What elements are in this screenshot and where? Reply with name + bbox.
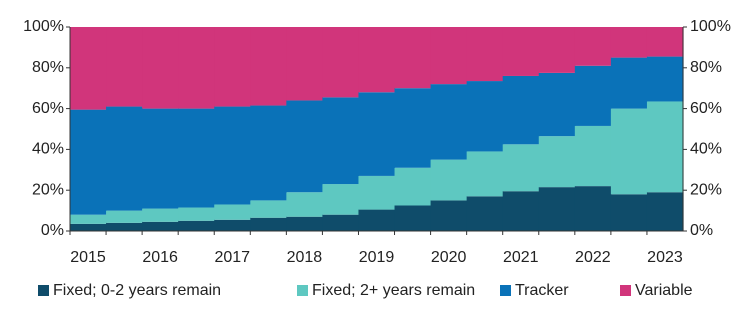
- area-step: [502, 27, 540, 76]
- legend-swatch: [38, 285, 49, 296]
- y2-tick-label: 20%: [690, 181, 722, 198]
- area-step: [286, 216, 324, 231]
- area-step: [574, 27, 612, 66]
- y2-tick-label: 60%: [690, 100, 722, 117]
- area-step: [502, 75, 540, 145]
- legend-label: Tracker: [515, 282, 569, 299]
- area-step: [286, 27, 324, 101]
- area-step: [466, 81, 504, 152]
- legend-swatch: [500, 285, 511, 296]
- area-step: [322, 184, 360, 215]
- area-step: [142, 221, 179, 231]
- x-tick-label: 2019: [359, 249, 395, 266]
- area-step: [178, 108, 215, 208]
- x-tick-label: 2018: [287, 249, 323, 266]
- area-step: [214, 27, 251, 107]
- area-step: [142, 208, 179, 222]
- area-step: [250, 27, 287, 106]
- x-tick-label: 2022: [575, 249, 611, 266]
- area-step: [178, 207, 215, 221]
- x-tick-label: 2021: [503, 249, 539, 266]
- y2-tick-label: 0%: [690, 222, 713, 239]
- y-tick-label: 100%: [23, 18, 64, 35]
- x-tick-label: 2023: [647, 249, 683, 266]
- area-step: [250, 105, 287, 201]
- y-tick-label: 60%: [32, 100, 64, 117]
- area-step: [430, 200, 468, 231]
- area-step: [538, 187, 576, 231]
- area-step: [250, 217, 287, 231]
- area-step: [538, 72, 576, 137]
- area-step: [286, 192, 324, 217]
- area-step: [394, 27, 432, 89]
- area-step: [646, 27, 684, 57]
- area-step: [646, 56, 684, 102]
- x-tick-label: 2015: [70, 249, 106, 266]
- area-step: [106, 27, 143, 107]
- y-tick-label: 20%: [32, 181, 64, 198]
- area-step: [466, 151, 504, 197]
- area-step: [394, 167, 432, 206]
- area-step: [106, 210, 143, 223]
- area-step: [106, 106, 143, 211]
- area-step: [610, 108, 648, 195]
- area-step: [286, 100, 324, 193]
- area-step: [142, 108, 179, 209]
- area-step: [250, 200, 287, 218]
- area-step: [394, 88, 432, 168]
- x-tick-label: 2016: [142, 249, 178, 266]
- area-step: [502, 191, 540, 231]
- area-step: [502, 144, 540, 192]
- area-step: [358, 27, 396, 93]
- y-tick-label: 80%: [32, 59, 64, 76]
- y-tick-label: 40%: [32, 141, 64, 158]
- area-step: [70, 109, 107, 215]
- y-tick-label: 0%: [41, 222, 64, 239]
- area-step: [70, 27, 107, 110]
- area-step: [322, 214, 360, 231]
- area-step: [430, 159, 468, 201]
- area-step: [646, 101, 684, 193]
- area-step: [214, 219, 251, 231]
- area-step: [70, 214, 107, 224]
- y2-tick-label: 80%: [690, 59, 722, 76]
- area-step: [322, 27, 360, 98]
- area-step: [394, 205, 432, 231]
- x-tick-label: 2017: [214, 249, 250, 266]
- x-tick-label: 2020: [431, 249, 467, 266]
- legend-swatch: [620, 285, 631, 296]
- area-step: [646, 192, 684, 231]
- area-step: [322, 97, 360, 185]
- area-step: [574, 125, 612, 187]
- area-step: [574, 65, 612, 126]
- y2-tick-label: 100%: [690, 18, 731, 35]
- area-step: [430, 84, 468, 160]
- area-step: [610, 27, 648, 58]
- area-step: [538, 27, 576, 73]
- area-step: [430, 27, 468, 85]
- area-step: [358, 92, 396, 176]
- legend-label: Fixed; 0-2 years remain: [53, 282, 221, 299]
- area-step: [142, 27, 179, 109]
- legend-label: Fixed; 2+ years remain: [312, 282, 475, 299]
- area-step: [70, 223, 107, 231]
- area-step: [178, 27, 215, 109]
- area-step: [358, 209, 396, 231]
- legend-swatch: [297, 285, 308, 296]
- area-step: [214, 106, 251, 205]
- legend-label: Variable: [635, 282, 693, 299]
- area-step: [178, 220, 215, 231]
- area-step: [610, 57, 648, 109]
- area-step: [466, 27, 504, 82]
- y2-tick-label: 40%: [690, 141, 722, 158]
- area-step: [358, 175, 396, 210]
- area-step: [106, 222, 143, 231]
- area-step: [538, 136, 576, 188]
- area-step: [214, 204, 251, 220]
- area-step: [466, 196, 504, 231]
- area-step: [574, 186, 612, 231]
- area-step: [610, 194, 648, 231]
